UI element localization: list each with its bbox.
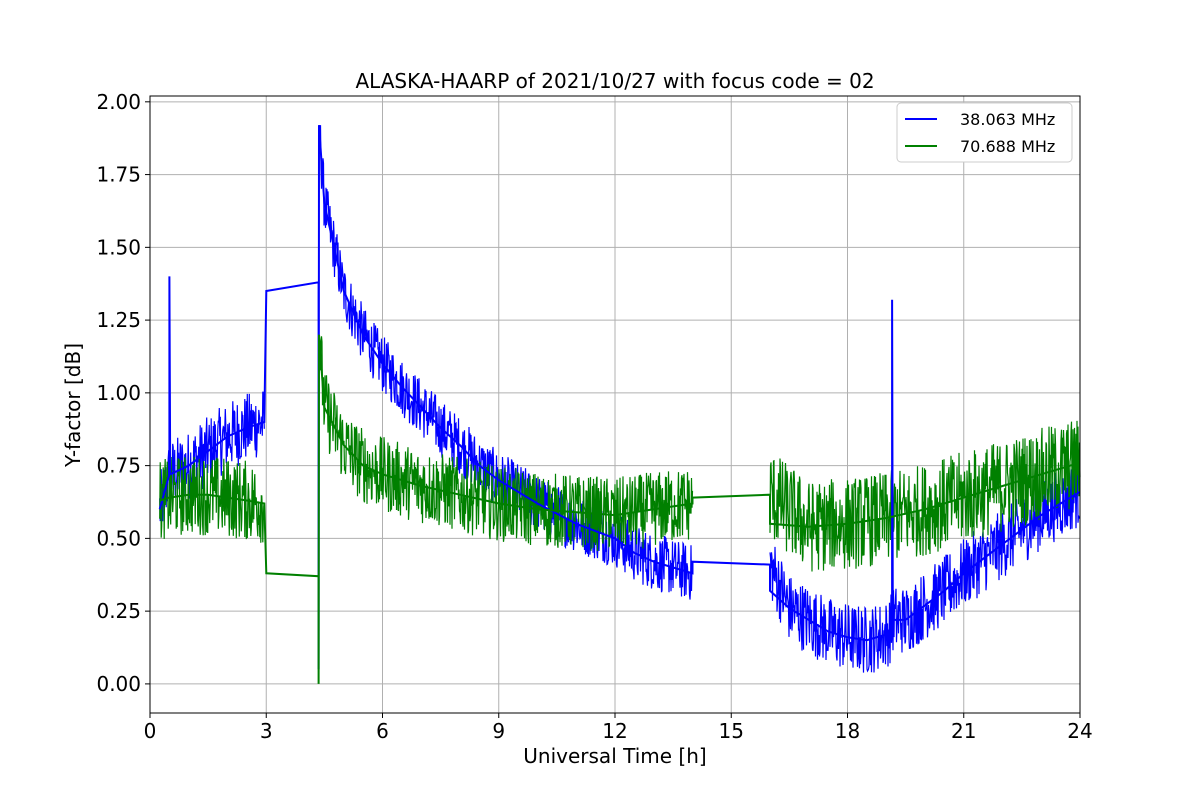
legend-box: [896, 102, 1073, 163]
series-70mhz-noise-band: [319, 336, 694, 552]
y-tick-label: 1.50: [96, 235, 141, 259]
series-70mhz-line: [159, 334, 1081, 684]
series-lines: [158, 125, 1081, 684]
x-tick-label: 3: [260, 719, 273, 743]
y-axis-label: Y-factor [dB]: [61, 343, 85, 468]
series-38mhz-noise-band: [769, 462, 1081, 673]
y-tick-label: 2.00: [96, 90, 141, 114]
y-tick-label: 0.50: [96, 526, 141, 550]
y-tick-label: 0.75: [96, 454, 141, 478]
grid: [149, 96, 1081, 713]
y-ticks: 0.00 0.25 0.50 0.75 1.00 1.25 1.50 1.75 2.00: [96, 90, 150, 696]
x-tick-label: 6: [376, 719, 389, 743]
x-tick-label: 9: [492, 719, 505, 743]
y-tick-label: 1.75: [96, 163, 141, 187]
y-tick-label: 0.00: [96, 672, 141, 696]
y-tick-label: 1.25: [96, 308, 141, 332]
x-ticks: 0 3 6 9 12 15 18 21 24: [144, 713, 1093, 743]
x-tick-label: 18: [835, 719, 860, 743]
legend: 38.063 MHz 70.688 MHz: [896, 102, 1073, 163]
y-tick-label: 0.25: [96, 599, 141, 623]
series-38mhz-line: [158, 125, 1081, 670]
x-axis-label: Universal Time [h]: [523, 744, 706, 768]
x-tick-label: 21: [951, 719, 976, 743]
x-tick-label: 24: [1067, 719, 1092, 743]
legend-label-38mhz: 38.063 MHz: [960, 110, 1055, 129]
x-tick-label: 15: [719, 719, 744, 743]
x-tick-label: 12: [602, 719, 627, 743]
legend-label-70mhz: 70.688 MHz: [960, 137, 1055, 156]
x-tick-label: 0: [144, 719, 157, 743]
noise-bands: [159, 125, 1081, 673]
y-tick-label: 1.00: [96, 381, 141, 405]
series-70mhz-noise-band: [159, 456, 265, 543]
chart-title: ALASKA-HAARP of 2021/10/27 with focus co…: [355, 69, 874, 93]
series-70mhz-noise-band: [769, 420, 1081, 572]
